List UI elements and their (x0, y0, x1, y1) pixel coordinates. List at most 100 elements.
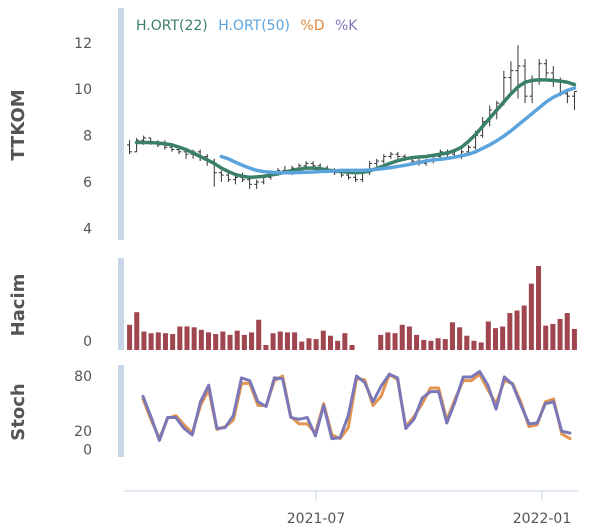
volume-bar (392, 333, 398, 350)
volume-bar (514, 310, 520, 350)
volume-bar (306, 338, 312, 350)
volume-bar (220, 331, 226, 350)
volume-bar (406, 326, 412, 350)
volume-bar (457, 327, 463, 350)
volume-bar (478, 342, 484, 350)
volume-bar (277, 331, 283, 350)
ohlc-bar (247, 177, 253, 189)
chart-legend: H.ORT(22) H.ORT(50) %D %K (136, 18, 358, 34)
volume-bar (571, 329, 577, 350)
stoch-panel-axis-strip (118, 365, 124, 457)
volume-bar (442, 339, 448, 350)
volume-bar (536, 266, 542, 350)
volume-bar (528, 283, 534, 350)
legend-item-ma50[interactable]: H.ORT(50) (218, 18, 290, 34)
ohlc-bar (388, 151, 394, 159)
volume-bar (335, 340, 341, 350)
volume-panel (118, 258, 124, 350)
volume-bar (500, 326, 506, 350)
volume-bar (564, 313, 570, 350)
volume-bar (327, 335, 333, 350)
volume-panel-axis-strip (118, 258, 124, 350)
ma50-line (219, 86, 577, 175)
ohlc-bar (571, 91, 577, 111)
volume-bar (342, 333, 348, 350)
volume-bar (155, 332, 161, 350)
legend-item-ma22[interactable]: H.ORT(22) (136, 18, 208, 34)
stoch-d-line (141, 372, 572, 441)
ohlc-bar (543, 59, 549, 78)
price-ytick-label: 4 (83, 221, 92, 237)
volume-bar (421, 339, 427, 350)
ohlc-bar (127, 140, 133, 155)
ohlc-bar (515, 45, 521, 99)
ohlc-bar (353, 175, 359, 182)
volume-bar (184, 326, 190, 350)
price-panel-ylabel: TTKOM (8, 89, 29, 160)
volume-bar (550, 323, 556, 350)
price-ytick-label: 10 (74, 82, 92, 98)
volume-bar (557, 318, 563, 350)
volume-bar (492, 328, 499, 350)
volume-bar (507, 313, 513, 350)
volume-bar (198, 329, 204, 350)
ohlc-bar (225, 172, 231, 182)
ohlc-bar (374, 158, 380, 169)
stoch-panel-ylabel: Stoch (8, 383, 29, 440)
volume-bar (127, 324, 133, 350)
volume-bar (205, 332, 212, 350)
ohlc-bar (134, 137, 140, 153)
x-axis: 2021-07 2022-01 (124, 490, 578, 527)
x-tick-label-2021-07: 2021-07 (287, 511, 346, 527)
stoch-panel (118, 365, 124, 457)
svg-text:H.ORT(22) H.ORT(50): H.ORT(22) H.ORT(50) %D %K (136, 18, 358, 34)
volume-panel-ylabel: Hacim (8, 274, 29, 337)
volume-bar (263, 344, 269, 350)
x-tick-label-2022-01: 2022-01 (513, 511, 572, 527)
stoch-ytick-label: 20 (74, 424, 92, 440)
volume-bar (148, 333, 154, 350)
ohlc-bar (254, 179, 260, 189)
legend-item-d[interactable]: %D (300, 18, 324, 34)
volume-bar (270, 333, 276, 350)
volume-bar (435, 338, 441, 350)
price-ytick-label: 8 (83, 129, 92, 145)
legend-item-k[interactable]: %K (335, 18, 358, 34)
volume-bar (213, 334, 219, 350)
ma22-line (134, 78, 577, 180)
volume-ytick-label: 0 (83, 334, 92, 350)
volume-bar (320, 330, 326, 350)
volume-bar (349, 344, 355, 350)
stoch-ytick-label: 80 (74, 369, 92, 385)
volume-bar (241, 334, 247, 350)
volume-bar (414, 334, 420, 350)
ohlc-bar (550, 66, 556, 87)
ohlc-bar (564, 91, 570, 104)
volume-bar (162, 333, 168, 350)
volume-bar (292, 332, 298, 350)
ohlc-bar (381, 154, 387, 164)
volume-bar (249, 332, 255, 350)
price-panel-axis-strip (118, 8, 124, 240)
volume-bar (385, 332, 391, 350)
volume-bar (177, 326, 183, 350)
volume-bar (378, 334, 384, 350)
ohlc-bar (508, 61, 514, 94)
volume-bar (141, 331, 147, 350)
volume-bar (485, 321, 491, 350)
stoch-k-line (141, 369, 572, 442)
volume-bar (299, 341, 305, 350)
volume-bar (191, 327, 197, 350)
volume-bar (234, 330, 240, 350)
volume-bar (170, 334, 176, 350)
price-ytick-label: 6 (83, 175, 92, 191)
volume-bar (521, 305, 527, 350)
volume-bar (428, 340, 434, 350)
volume-bar (313, 339, 319, 350)
volume-bar (134, 312, 140, 350)
volume-bar (227, 334, 233, 350)
volume-bar (449, 322, 455, 350)
volume-bar (256, 319, 262, 350)
price-ytick-label: 12 (74, 36, 92, 52)
